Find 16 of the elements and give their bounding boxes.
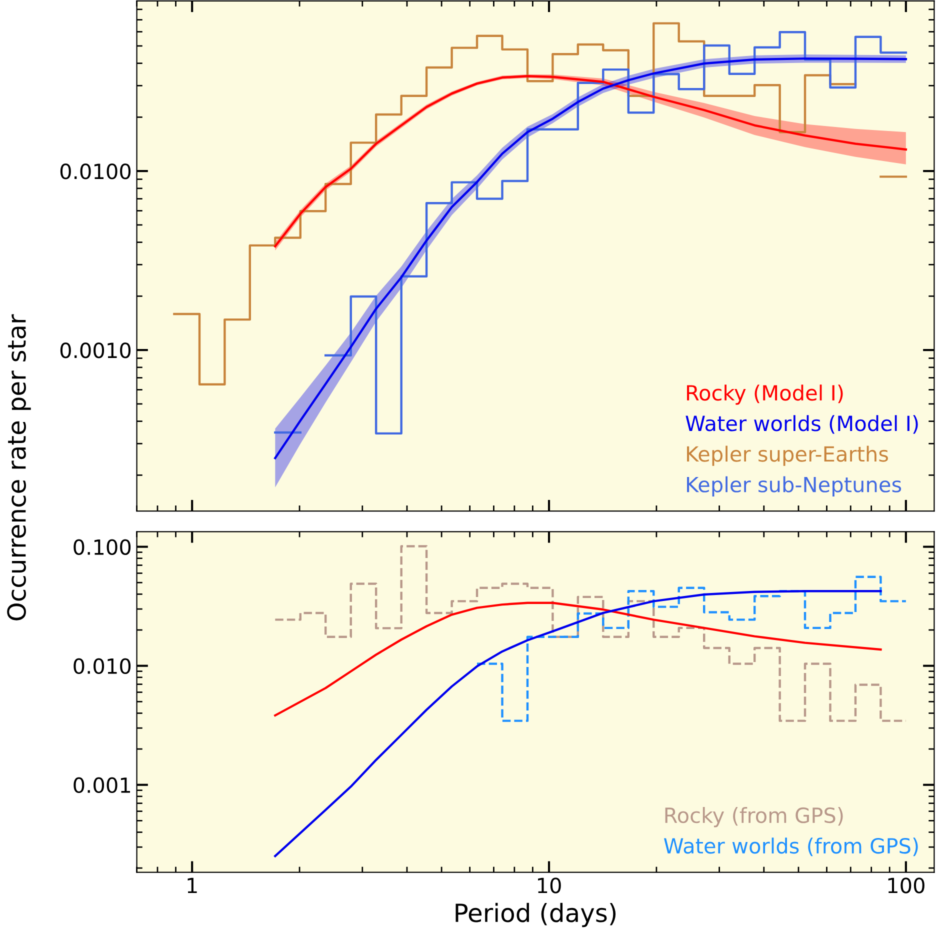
x-tick-label: 1	[188, 878, 197, 894]
y-axis-title: Occurrence rate per star	[7, 314, 31, 620]
text: Rocky (Model I)	[687, 384, 843, 405]
x-axis-title: Period (days)	[456, 902, 616, 928]
text: Rocky (from GPS)	[665, 807, 843, 828]
y-tick-label: 0.001	[74, 777, 130, 794]
text: Water worlds (Model I)	[686, 415, 918, 434]
text: Kepler sub-Neptunes	[687, 476, 902, 496]
text: Water worlds (from GPS)	[664, 838, 918, 856]
y-tick-label: 0.010	[74, 658, 131, 674]
x-tick-label: 10	[538, 878, 561, 894]
x-tick-label: 100	[888, 878, 924, 894]
y-tick-label: 0.0100	[60, 163, 131, 180]
y-tick-label: 0.0010	[60, 342, 131, 358]
text: Kepler super-Earths	[687, 446, 888, 466]
y-tick-label: 0.100	[74, 539, 131, 555]
